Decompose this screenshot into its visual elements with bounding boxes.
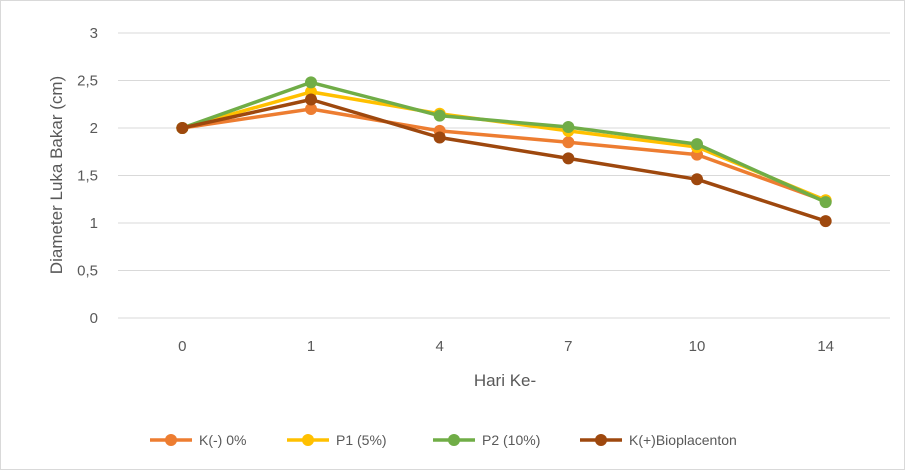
x-tick-label: 0 (178, 338, 186, 355)
y-tick-label: 1,5 (77, 168, 98, 185)
legend-marker-icon (595, 434, 607, 446)
legend-marker-icon (448, 434, 460, 446)
data-point (562, 152, 575, 165)
y-tick-label: 2 (90, 120, 98, 137)
y-tick-label: 0,5 (77, 263, 98, 280)
gridlines (118, 32, 890, 319)
y-axis-ticks: 0 0,5 1 1,5 2 2,5 3 (77, 25, 98, 327)
y-axis-title: Diameter Luka Bakar (cm) (47, 76, 66, 274)
legend-label: K(+)Bioplacenton (629, 432, 737, 448)
x-tick-label: 14 (817, 338, 834, 355)
legend: K(-) 0% P1 (5%) P2 (10%) K(+)Bioplacenton (150, 432, 737, 448)
y-tick-label: 2,5 (77, 73, 98, 90)
x-tick-label: 1 (307, 338, 315, 355)
data-point (691, 138, 703, 151)
legend-item: K(+)Bioplacenton (580, 432, 737, 448)
x-axis-title: Hari Ke- (474, 371, 536, 390)
data-point (305, 76, 317, 89)
data-point (562, 136, 575, 149)
legend-marker-icon (165, 434, 177, 446)
legend-item: K(-) 0% (150, 432, 246, 448)
x-tick-label: 7 (564, 338, 572, 355)
series-lines (176, 76, 832, 228)
data-point (176, 122, 189, 134)
series-line (180, 97, 828, 223)
data-point (562, 121, 575, 134)
x-tick-label: 4 (435, 338, 443, 355)
y-tick-label: 0 (90, 310, 98, 327)
data-point (691, 173, 703, 186)
series-4 (176, 93, 832, 228)
x-axis-ticks: 0 1 4 7 10 14 (178, 338, 834, 355)
data-point (819, 196, 832, 209)
data-point (305, 103, 317, 115)
legend-label: P2 (10%) (482, 432, 540, 448)
legend-item: P2 (10%) (433, 432, 540, 448)
legend-label: P1 (5%) (336, 432, 387, 448)
data-point (305, 93, 317, 106)
data-point (433, 131, 446, 144)
data-point (819, 215, 832, 228)
y-tick-label: 3 (90, 25, 98, 42)
legend-item: P1 (5%) (287, 432, 387, 448)
legend-label: K(-) 0% (199, 432, 246, 448)
x-tick-label: 10 (689, 338, 706, 355)
data-point (433, 109, 446, 122)
y-tick-label: 1 (90, 215, 98, 232)
series-line (180, 80, 828, 204)
series-line (180, 107, 828, 203)
legend-marker-icon (302, 434, 314, 446)
